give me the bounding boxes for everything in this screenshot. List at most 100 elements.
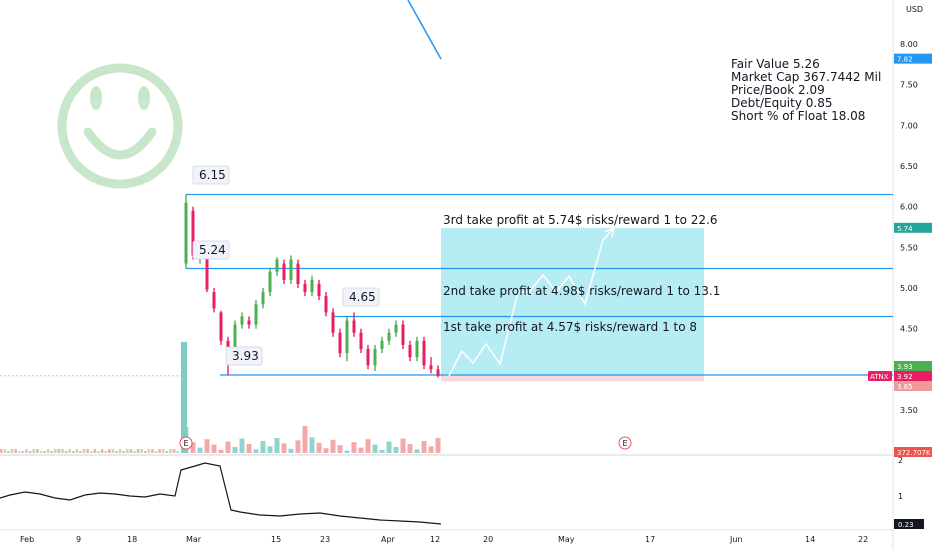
price-tick-label: 5.50 bbox=[900, 243, 918, 252]
smiley-left-eye bbox=[90, 86, 102, 110]
volume-bar bbox=[330, 439, 336, 453]
volume-bar bbox=[197, 447, 203, 453]
candle bbox=[408, 340, 412, 362]
projected-arrowhead bbox=[604, 226, 616, 238]
candle bbox=[373, 344, 377, 371]
price-tag-label: 3.85 bbox=[897, 383, 913, 391]
volume-bar bbox=[86, 449, 89, 453]
candle bbox=[422, 336, 426, 370]
candle-body bbox=[366, 349, 370, 366]
time-tick-label: Feb bbox=[20, 535, 34, 544]
candle-body bbox=[422, 340, 426, 366]
volume-bar bbox=[144, 451, 147, 453]
candle bbox=[324, 292, 328, 317]
level-callout-box bbox=[225, 346, 263, 366]
smiley-watermark-icon bbox=[57, 63, 183, 189]
volume-bar bbox=[239, 438, 245, 453]
volume-bar bbox=[10, 449, 14, 453]
candle-body bbox=[345, 320, 349, 354]
indicator-tick-label: 1 bbox=[898, 492, 903, 501]
candle-body bbox=[408, 344, 412, 358]
indicator-line bbox=[0, 462, 442, 525]
volume-bar bbox=[162, 449, 165, 453]
candle-body bbox=[310, 279, 314, 293]
volume-bar bbox=[435, 438, 441, 453]
candle-body bbox=[401, 324, 405, 345]
price-tag bbox=[894, 447, 932, 457]
price-tag bbox=[894, 371, 932, 381]
volume-bar bbox=[100, 449, 104, 453]
volume-bar bbox=[181, 342, 187, 453]
candle-body bbox=[394, 324, 398, 333]
candle bbox=[429, 357, 433, 374]
fundamental-stat: Debt/Equity 0.85 bbox=[731, 96, 832, 110]
volume-bar bbox=[274, 438, 280, 453]
volume-bar bbox=[133, 451, 136, 453]
candle bbox=[436, 365, 440, 378]
price-tag-label: 7.82 bbox=[897, 56, 913, 64]
candle bbox=[247, 316, 251, 329]
price-tag bbox=[894, 53, 932, 64]
volume-bar bbox=[61, 449, 64, 453]
candle bbox=[380, 336, 384, 354]
profit-zone bbox=[441, 227, 704, 376]
volume-bar bbox=[204, 439, 210, 453]
ticker-tag-label: ATNX bbox=[870, 373, 889, 381]
price-tick-label: 7.50 bbox=[900, 81, 918, 90]
fundamental-stat: Short % of Float 18.08 bbox=[731, 109, 865, 123]
candle-body bbox=[296, 263, 300, 284]
time-tick-label: 18 bbox=[127, 535, 137, 544]
volume-bar bbox=[126, 449, 129, 453]
volume-bar bbox=[82, 449, 86, 453]
candle bbox=[240, 312, 244, 329]
candle bbox=[394, 320, 398, 337]
volume-bar bbox=[165, 451, 169, 453]
candle-body bbox=[429, 365, 433, 370]
candle-body bbox=[205, 255, 209, 290]
fundamental-stat: Market Cap 367.7442 Mil bbox=[731, 70, 881, 84]
time-tick-label: Mar bbox=[186, 535, 202, 544]
time-tick-label: 12 bbox=[430, 535, 440, 544]
take-profit-label: 3rd take profit at 5.74$ risks/reward 1 … bbox=[443, 213, 717, 227]
volume-bar bbox=[108, 449, 111, 453]
fundamental-stat: Fair Value 5.26 bbox=[731, 57, 820, 71]
volume-bar bbox=[246, 444, 252, 453]
candle-body bbox=[338, 332, 342, 354]
candle-body bbox=[289, 259, 293, 280]
candle-body bbox=[387, 332, 391, 341]
volume-bar bbox=[154, 451, 158, 453]
volume-bar bbox=[7, 451, 10, 453]
volume-bar bbox=[136, 449, 140, 453]
fundamental-stat: Price/Book 2.09 bbox=[731, 83, 825, 97]
candle bbox=[282, 259, 286, 284]
volume-bar bbox=[260, 441, 266, 453]
candle bbox=[268, 267, 272, 297]
candle bbox=[254, 300, 258, 329]
volume-bar bbox=[428, 446, 434, 453]
volume-bar bbox=[400, 438, 406, 453]
candle-body bbox=[359, 332, 363, 349]
volume-bar bbox=[64, 451, 68, 453]
candle bbox=[275, 257, 279, 276]
level-callout-label: 5.24 bbox=[199, 243, 226, 257]
candle bbox=[387, 328, 391, 345]
time-tick-label: 23 bbox=[320, 535, 330, 544]
candle-body bbox=[415, 340, 419, 358]
candle-body bbox=[254, 304, 258, 325]
volume-bar bbox=[386, 441, 392, 453]
candle-body bbox=[380, 340, 384, 349]
volume-bar bbox=[43, 451, 46, 453]
volume-bar bbox=[147, 449, 151, 453]
price-tag-label: 3.93 bbox=[897, 363, 913, 371]
candle bbox=[296, 259, 300, 288]
volume-bar bbox=[111, 449, 115, 453]
volume-bar bbox=[414, 449, 420, 453]
volume-bar bbox=[218, 450, 224, 453]
volume-bar bbox=[302, 426, 308, 453]
volume-bar bbox=[190, 442, 196, 453]
candle bbox=[289, 255, 293, 284]
smiley-face-outline bbox=[57, 63, 183, 189]
candle-body bbox=[352, 320, 356, 333]
earnings-marker-label: E bbox=[184, 439, 189, 448]
